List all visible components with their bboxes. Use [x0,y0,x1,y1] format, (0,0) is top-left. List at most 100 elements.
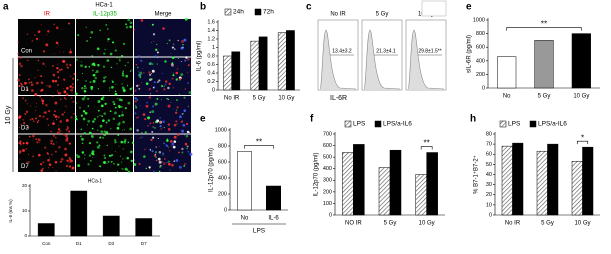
speck [125,23,128,26]
speck [59,130,61,132]
speck [127,85,129,87]
speck [148,168,151,170]
speck [168,82,171,86]
speck [93,106,95,108]
speck [159,125,162,128]
speck [110,160,113,163]
speck [167,104,171,108]
y-tick-label: 600 [476,45,485,51]
speck [98,144,101,147]
speck [105,131,109,134]
bar [277,32,287,91]
speck [141,131,143,134]
speck [148,71,151,74]
speck [107,28,109,30]
speck [37,138,41,142]
speck [182,43,184,46]
speck [52,122,54,124]
speck [97,47,100,51]
y-tick-label: 0.6 [207,62,215,68]
speck [85,80,87,82]
speck [50,139,54,143]
column-header: Merge [154,12,172,18]
speck [171,163,174,167]
speck [167,98,170,101]
speck [75,154,79,157]
speck [175,78,179,81]
legend-swatch [529,120,537,128]
speck [173,140,177,143]
speck [147,116,151,120]
speck [113,162,115,165]
speck [83,87,86,90]
speck [152,105,155,108]
speck [53,110,57,113]
speck [46,85,48,87]
y-tick-label: 80 [486,131,492,137]
speck [104,102,107,106]
speck [187,82,189,85]
speck [121,167,123,170]
speck [57,76,60,79]
speck [27,126,30,129]
y-tick-label: 30 [486,182,492,188]
speck [87,124,89,126]
speck [111,79,113,81]
speck [117,97,119,99]
speck [47,124,50,126]
speck [121,161,123,163]
speck [121,113,124,117]
speck [140,19,144,22]
speck [39,163,43,166]
speck [169,150,171,152]
speck [101,115,103,117]
legend-swatch [254,8,262,16]
speck [124,140,127,143]
speck [113,103,116,106]
speck [37,69,39,72]
speck [152,86,155,89]
speck [176,68,179,70]
y-tick-label: 800 [476,31,485,37]
speck [130,151,133,153]
speck [17,56,20,59]
speck [34,34,36,36]
speck [97,100,101,103]
speck [57,128,61,131]
speck [131,87,133,89]
speck [82,110,86,113]
speck [85,87,88,90]
speck [79,106,81,109]
legend-swatch [224,8,232,16]
speck [25,141,29,145]
speck [151,23,154,26]
speck [138,162,141,165]
x-axis-label: LPS [253,228,266,235]
speck [130,137,132,139]
speck [26,103,28,105]
speck [176,99,178,101]
speck [58,75,60,77]
bar [231,51,241,91]
speck [155,90,158,93]
speck [173,123,177,127]
speck [80,64,83,68]
speck [184,142,188,146]
bar [135,218,153,237]
bar [501,145,513,216]
speck [173,108,175,110]
panel-letter: h [470,114,476,125]
bar [547,143,559,216]
speck [140,59,143,62]
histogram-title: No IR [330,12,346,18]
speck [186,145,189,148]
speck [180,73,184,77]
speck [120,105,123,108]
significance: ** [541,20,547,29]
y-tick-label: 300 [323,178,332,184]
row-label: D1 [21,87,29,93]
speck [28,78,30,81]
speck [103,161,106,164]
speck [23,122,26,125]
